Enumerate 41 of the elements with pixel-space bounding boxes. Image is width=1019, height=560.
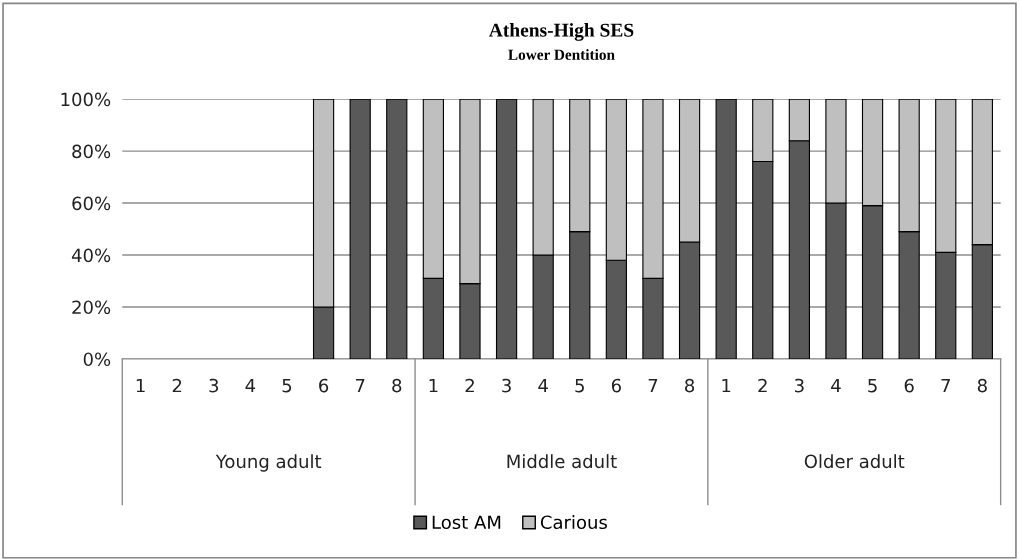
- x-tick-label: 3: [209, 378, 219, 393]
- bar: [386, 99, 408, 359]
- x-tick-label: 7: [941, 378, 950, 393]
- x-tick-label: 5: [868, 378, 877, 393]
- y-tick-label: 80%: [72, 144, 111, 159]
- x-tick-label: 7: [648, 378, 658, 393]
- y-tick-label: 20%: [72, 300, 111, 315]
- x-tick-label: 6: [319, 378, 329, 393]
- x-tick-label: 6: [904, 378, 914, 393]
- x-tick-label: 8: [685, 378, 695, 393]
- bar: [715, 99, 737, 359]
- y-tick-label: 40%: [71, 248, 111, 263]
- chart-subtitle: Lower Dentition: [508, 49, 615, 60]
- text: Young adult: [215, 454, 322, 472]
- x-tick-label: 7: [355, 378, 365, 393]
- x-tick-label: 5: [282, 378, 292, 393]
- x-tick-label: 4: [831, 378, 841, 393]
- y-tick-label: 0%: [83, 352, 111, 367]
- x-tick-label: 3: [795, 378, 804, 393]
- x-tick-label: 1: [429, 378, 438, 393]
- x-tick-label: 4: [245, 378, 256, 393]
- legend-label: Carious: [540, 515, 607, 530]
- x-tick-label: 1: [722, 378, 731, 393]
- text: Older adult: [804, 454, 905, 469]
- x-tick-label: 2: [758, 378, 767, 393]
- x-tick-label: 8: [392, 378, 402, 393]
- bar: [495, 99, 518, 359]
- x-tick-label: 2: [172, 378, 182, 393]
- x-tick-label: 1: [136, 378, 145, 393]
- x-tick-label: 2: [465, 378, 474, 393]
- x-tick-label: 6: [611, 378, 621, 393]
- x-tick-label: 4: [538, 378, 548, 393]
- x-tick-label: 8: [977, 378, 987, 393]
- y-tick-label: 60%: [72, 196, 111, 211]
- chart-title: Athens-High SES: [488, 23, 634, 41]
- text: Middle adult: [507, 454, 617, 469]
- x-tick-label: 3: [502, 378, 511, 393]
- y-tick-label: 100%: [61, 92, 111, 107]
- legend-label: Lost AM: [432, 515, 501, 530]
- x-tick-label: 5: [575, 378, 584, 393]
- bar: [349, 99, 371, 359]
